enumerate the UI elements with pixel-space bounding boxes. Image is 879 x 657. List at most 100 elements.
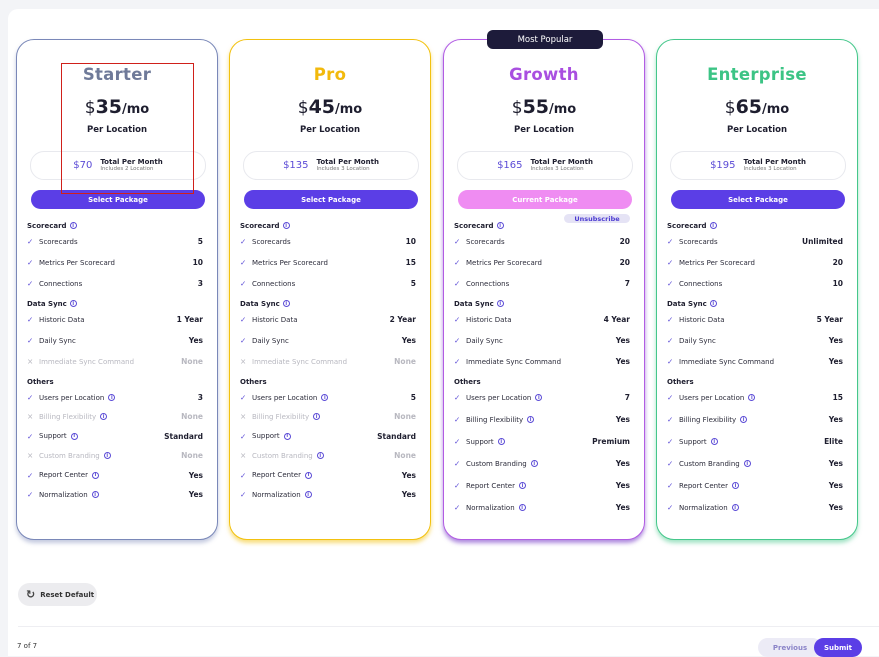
info-icon[interactable]: i — [313, 413, 321, 421]
price-period: /mo — [122, 102, 150, 117]
feature-row: ✓ Scorecards 5 — [27, 237, 203, 246]
feature-label: Connections — [39, 279, 83, 288]
info-icon[interactable]: i — [496, 300, 504, 307]
feature-value: 7 — [624, 393, 630, 402]
select-package-button[interactable]: Select Package — [31, 190, 205, 209]
feature-label: Immediate Sync Command — [252, 357, 348, 366]
feature-row: ✓ Support i Elite — [667, 437, 843, 446]
info-icon[interactable]: i — [710, 438, 718, 445]
info-icon[interactable]: i — [732, 482, 739, 489]
info-icon[interactable]: i — [321, 394, 329, 401]
info-icon[interactable]: i — [100, 413, 108, 421]
reset-default-label: Reset Default — [40, 590, 95, 599]
feature-row: ✓ Report Center i Yes — [27, 471, 203, 480]
info-icon[interactable]: i — [731, 504, 739, 511]
feature-value: Unlimited — [802, 237, 843, 246]
submit-button[interactable]: Submit — [814, 638, 862, 657]
info-icon[interactable]: i — [496, 222, 504, 229]
select-package-button[interactable]: Select Package — [671, 190, 845, 209]
feature-row: ✓ Users per Location i 5 — [240, 393, 416, 402]
info-icon[interactable]: i — [743, 460, 751, 467]
feature-label: Normalization — [679, 503, 728, 512]
info-icon[interactable]: i — [518, 504, 526, 511]
currency-symbol: $ — [511, 98, 523, 118]
info-icon[interactable]: i — [103, 452, 111, 460]
cross-icon: × — [240, 451, 247, 461]
reset-default-button[interactable]: ↻ Reset Default — [18, 583, 97, 606]
total-per-month-box: $165 Total Per Month Includes 3 Location — [457, 151, 633, 180]
check-icon: ✓ — [667, 336, 674, 345]
section-title-text: Others — [667, 377, 694, 386]
info-icon[interactable]: i — [304, 491, 312, 498]
feature-value: 4 Year — [603, 315, 630, 324]
locations-included: Includes 3 Location — [530, 166, 584, 173]
plan-card-pro: Pro $45/mo Per Location $135 Total Per Mon… — [229, 39, 431, 540]
feature-label: Custom Branding — [679, 459, 740, 468]
section-title: Scorecard i — [667, 220, 843, 231]
info-icon[interactable]: i — [748, 394, 756, 401]
feature-row: ✓ Connections 3 — [27, 279, 203, 288]
page-indicator: 7 of 7 — [17, 642, 38, 650]
feature-value: Yes — [615, 415, 630, 424]
info-icon[interactable]: i — [709, 300, 717, 307]
info-icon[interactable]: i — [92, 471, 99, 479]
check-icon: ✓ — [667, 481, 674, 490]
info-icon[interactable]: i — [108, 394, 116, 401]
section-title-text: Data Sync — [454, 299, 494, 308]
section-title: Data Sync i — [240, 298, 416, 309]
info-icon[interactable]: i — [69, 300, 77, 307]
feature-value: 5 — [197, 237, 203, 246]
info-icon[interactable]: i — [316, 452, 324, 460]
info-icon[interactable]: i — [527, 416, 535, 423]
check-icon: ✓ — [240, 431, 247, 441]
feature-value: 2 Year — [389, 315, 416, 324]
info-icon[interactable]: i — [282, 222, 290, 229]
feature-row: ✓ Metrics Per Scorecard 20 — [454, 258, 630, 267]
info-icon[interactable]: i — [497, 438, 505, 445]
currency-symbol: $ — [297, 98, 309, 118]
plan-price: $55/mo — [444, 96, 644, 118]
section-title: Others — [27, 376, 203, 387]
check-icon: ✓ — [27, 279, 34, 288]
info-icon[interactable]: i — [282, 300, 290, 307]
total-amount: $165 — [497, 160, 523, 171]
feature-label: Daily Sync — [679, 336, 716, 345]
total-label: Total Per Month — [530, 157, 593, 166]
info-icon[interactable]: i — [69, 222, 77, 229]
info-icon[interactable]: i — [91, 491, 99, 498]
feature-label: Immediate Sync Command — [679, 357, 775, 366]
check-icon: ✓ — [240, 315, 247, 324]
info-icon[interactable]: i — [740, 416, 748, 423]
feature-value: None — [394, 412, 416, 422]
previous-button[interactable]: Previous — [758, 638, 822, 657]
feature-row: ✓ Metrics Per Scorecard 20 — [667, 258, 843, 267]
currency-symbol: $ — [84, 98, 96, 118]
feature-value: None — [394, 357, 416, 366]
feature-label: Billing Flexibility — [252, 412, 310, 421]
plan-name: Starter — [82, 65, 152, 84]
feature-label: Billing Flexibility — [466, 415, 524, 424]
check-icon: ✓ — [454, 481, 461, 490]
check-icon: ✓ — [454, 357, 461, 366]
feature-value: None — [394, 451, 416, 461]
unsubscribe-button[interactable]: Unsubscribe — [564, 214, 630, 223]
feature-row: ✓ Immediate Sync Command Yes — [667, 357, 843, 366]
info-icon[interactable]: i — [530, 460, 538, 467]
info-icon[interactable]: i — [70, 432, 78, 440]
feature-row: ✓ Custom Branding i Yes — [454, 459, 630, 468]
info-icon[interactable]: i — [283, 432, 291, 440]
feature-row: × Custom Branding i None — [240, 451, 416, 460]
info-icon[interactable]: i — [709, 222, 717, 229]
info-icon[interactable]: i — [305, 471, 312, 479]
feature-row: ✓ Scorecards 20 — [454, 237, 630, 246]
plan-card-starter: Starter $35/mo Per Location $70 Total Per … — [16, 39, 218, 540]
info-icon[interactable]: i — [519, 482, 526, 489]
info-icon[interactable]: i — [535, 394, 543, 401]
feature-value: 10 — [832, 279, 843, 288]
feature-label: Users per Location — [679, 393, 745, 402]
total-label: Total Per Month — [316, 157, 379, 166]
select-package-button[interactable]: Select Package — [244, 190, 418, 209]
current-package-button[interactable]: Current Package — [458, 190, 632, 209]
check-icon: ✓ — [667, 315, 674, 324]
feature-value: None — [181, 412, 203, 422]
